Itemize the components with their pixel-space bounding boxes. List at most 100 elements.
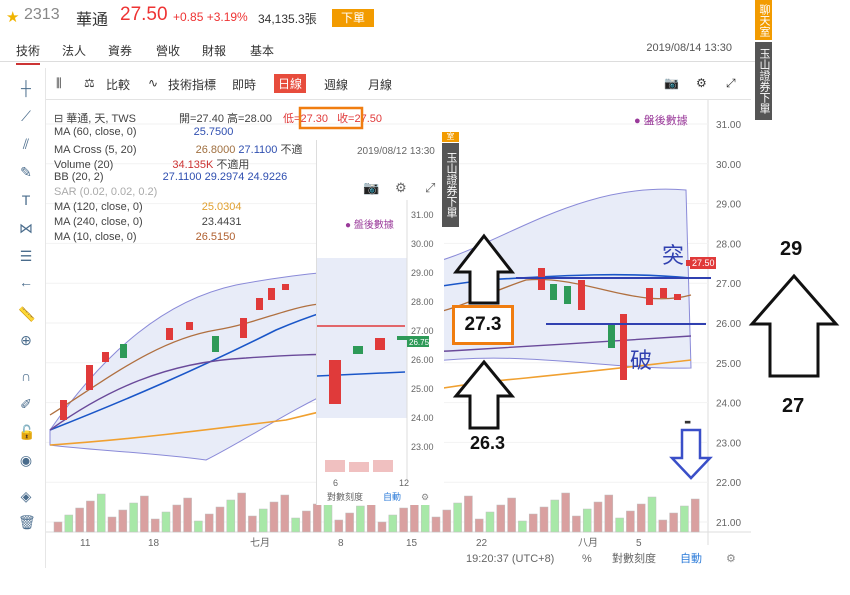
settings-gear-icon: ⚙: [726, 553, 736, 565]
overlay-fullscreen-icon[interactable]: ⤢: [425, 180, 436, 195]
fullscreen-icon[interactable]: ⤢: [726, 76, 736, 90]
volume-bar: [64, 514, 74, 533]
volume-bar: [647, 496, 657, 533]
tab-institutional[interactable]: 法人: [62, 44, 87, 58]
x-tick-label: 5: [636, 538, 642, 549]
indicators-button[interactable]: 技術指標: [168, 78, 217, 92]
overlay-chart-svg: 31.00 30.00 29.00 28.00 27.00 26.00 25.00 24.00…: [317, 200, 434, 502]
log-scale-toggle: 對數刻度: [612, 551, 656, 565]
trendline-icon[interactable]: ⟋: [21, 108, 31, 124]
legend-ma60-label: MA (60, close, 0): [54, 126, 137, 138]
overlay-broker-button[interactable]: 玉山證券下單: [442, 143, 459, 227]
gear-icon[interactable]: ⚙: [696, 76, 707, 90]
favorite-star-icon[interactable]: ★: [6, 9, 20, 26]
overlay-price-label: 26.75: [409, 338, 430, 347]
overlay-volume-bar: [349, 462, 369, 472]
down-arrow-blue: [669, 428, 713, 480]
volume-bar: [431, 516, 441, 533]
monthly-button[interactable]: 月線: [368, 78, 393, 92]
volume-bar: [215, 506, 225, 533]
overlay-chat-button[interactable]: 室: [442, 132, 459, 142]
tab-financials[interactable]: 財報: [202, 44, 227, 58]
volume-bar: [442, 509, 452, 533]
candlestick: [578, 280, 585, 310]
eye-icon[interactable]: ◉: [19, 452, 33, 468]
pencil-lock-icon[interactable]: ✐: [20, 396, 32, 412]
volume-bar: [161, 511, 171, 533]
legend-bb-v2: 29.2974: [204, 171, 245, 183]
magnet-icon[interactable]: ∩: [20, 368, 32, 384]
overlay-y-tick: 28.00: [411, 297, 434, 307]
indicator-icon[interactable]: ∿: [148, 76, 159, 90]
candlestick: [660, 288, 667, 298]
broker-order-button[interactable]: 玉山證券下單: [755, 42, 772, 120]
x-tick-label: 11: [80, 538, 91, 549]
tab-technical[interactable]: 技術: [16, 42, 41, 65]
tab-basic[interactable]: 基本: [250, 44, 275, 58]
volume-bar: [172, 504, 182, 533]
overlay-camera-icon[interactable]: 📷: [363, 180, 380, 195]
y-tick-label: 31.00: [716, 120, 741, 131]
trash-icon[interactable]: 🗑: [18, 514, 36, 530]
volume-bar: [658, 519, 668, 533]
collapse-icon[interactable]: ⊟: [54, 113, 64, 125]
candlestick: [564, 286, 571, 304]
after-hours-text: 盤後數據: [643, 115, 688, 127]
crosshair-icon[interactable]: ┼: [21, 80, 31, 96]
lock-icon[interactable]: 🔓: [18, 424, 36, 440]
candlestick: [86, 365, 93, 390]
overlay-log-scale: 對數刻度: [327, 491, 363, 502]
legend-ma240-value: 23.4431: [201, 216, 242, 228]
volume-bar: [680, 505, 689, 533]
text-icon[interactable]: T: [21, 192, 31, 208]
auto-toggle: 自動: [680, 551, 702, 565]
legend-close: 收=27.50: [337, 113, 383, 125]
up-arrow-lower: [452, 359, 516, 430]
volume-bar: [690, 498, 700, 533]
weekly-button[interactable]: 週線: [324, 78, 349, 92]
volume-bar: [96, 493, 106, 533]
overlay-y-tick: 26.00: [411, 355, 434, 365]
camera-icon[interactable]: 📷: [664, 76, 679, 90]
zoom-in-icon[interactable]: ⊕: [20, 332, 32, 348]
volume-bar: [485, 511, 495, 533]
chat-room-button[interactable]: 聊天室: [755, 0, 772, 40]
brush-icon[interactable]: ✎: [20, 164, 32, 180]
volume-bar: [204, 513, 214, 533]
volume-bar: [604, 494, 614, 533]
overlay-y-tick: 23.00: [411, 442, 434, 452]
legend-ma10-value: 26.5150: [195, 231, 236, 243]
tab-margin[interactable]: 資券: [108, 44, 133, 58]
volume-bar: [561, 492, 570, 533]
volume-bar: [615, 517, 624, 533]
arrow-left-icon[interactable]: ←: [19, 274, 33, 290]
price-change: +0.85 +3.19%: [173, 10, 248, 24]
legend-ma60-value: 25.7500: [193, 126, 234, 138]
candlestick: [674, 294, 681, 300]
ruler-icon[interactable]: 📏: [18, 306, 36, 322]
annotation-26-3: 26.3: [470, 433, 506, 453]
overlay-auto: 自動: [383, 491, 401, 502]
stock-volume: 34,135.3張: [258, 12, 317, 26]
compare-button[interactable]: 比較: [106, 78, 131, 92]
legend-ma10-label: MA (10, close, 0): [54, 231, 137, 243]
order-button[interactable]: 下單: [332, 9, 374, 27]
fib-icon[interactable]: ☰: [19, 248, 33, 264]
daily-button[interactable]: 日線: [274, 74, 307, 93]
overlay-gear-icon[interactable]: ⚙: [395, 180, 407, 195]
annotation-breakout: 突: [662, 243, 685, 268]
compare-icon[interactable]: ⚖: [84, 76, 95, 90]
volume-bar: [280, 494, 290, 533]
stock-name: 華通: [76, 12, 109, 29]
candle-type-icon[interactable]: ⫼: [56, 76, 62, 90]
overlay-candle: [353, 346, 363, 354]
overlay-y-tick: 30.00: [411, 239, 434, 249]
pattern-icon[interactable]: ⋈: [19, 220, 33, 236]
tab-revenue[interactable]: 營收: [156, 44, 181, 58]
candlestick: [212, 336, 219, 352]
layers-icon[interactable]: ◈: [20, 488, 32, 504]
intraday-button[interactable]: 即時: [232, 78, 257, 92]
volume-bar: [453, 502, 462, 533]
pitchfork-icon[interactable]: ⫽: [22, 136, 30, 152]
